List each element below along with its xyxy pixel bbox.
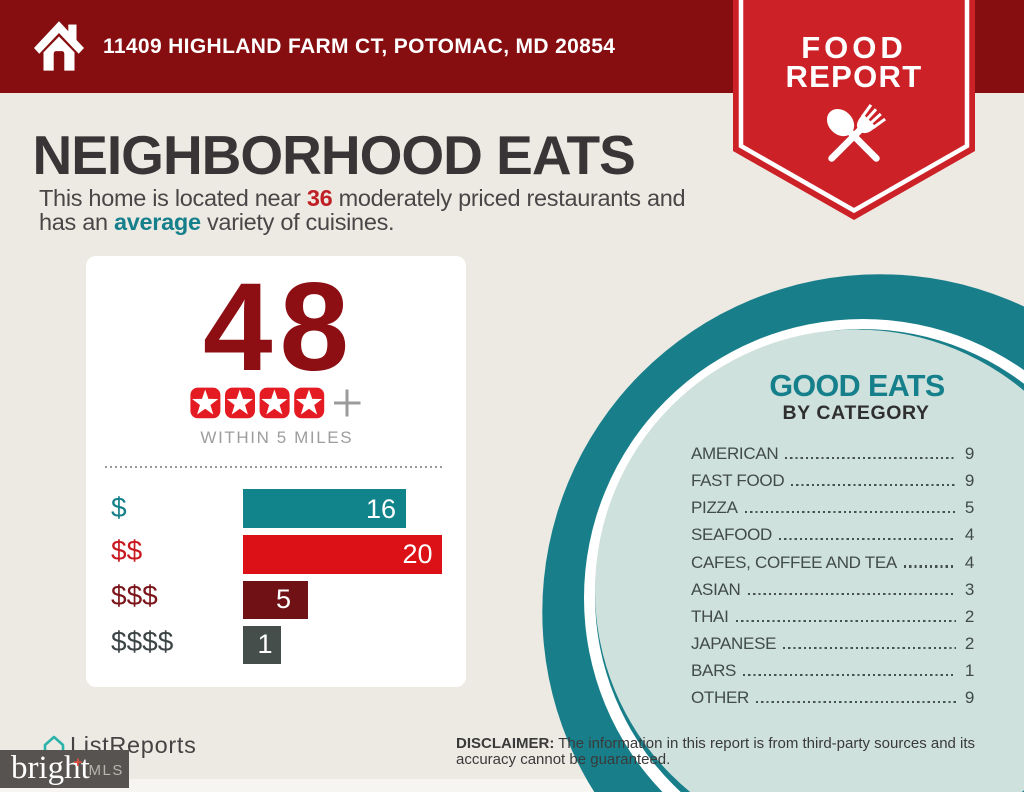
svg-text:REPORT: REPORT <box>786 59 923 94</box>
svg-text:FOOD: FOOD <box>801 30 907 65</box>
